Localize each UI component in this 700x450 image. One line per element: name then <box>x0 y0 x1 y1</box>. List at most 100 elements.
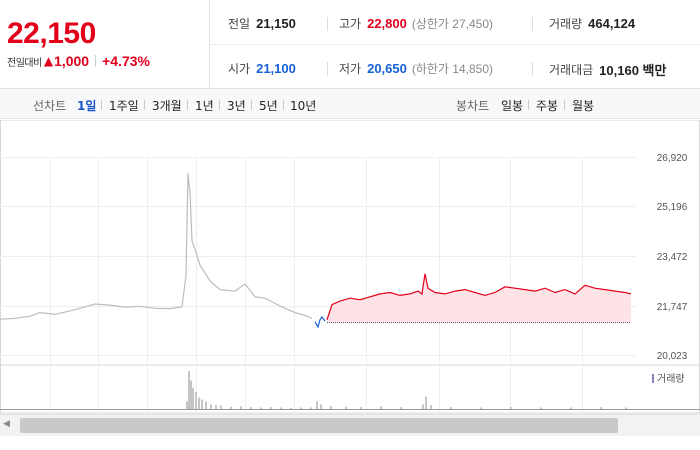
stat-value: 21,100 <box>256 61 296 76</box>
volume-bar <box>240 406 242 409</box>
volume-bar <box>316 401 318 409</box>
tab-daily-candle[interactable]: 일봉 <box>501 99 524 113</box>
stat-label: 시가 <box>228 62 251 76</box>
diff-value: 1,000 <box>54 53 90 69</box>
price-chart-svg: 26,920 25,196 23,472 21,747 20,023 거래량 <box>0 120 700 414</box>
lower-limit: (하한가 14,850) <box>411 62 494 76</box>
volume-bar <box>260 407 262 409</box>
volume-bar <box>210 404 212 409</box>
scroll-left-icon[interactable]: ◀ <box>3 419 10 429</box>
line-chart-label: 선차트 <box>33 99 67 113</box>
volume-bar <box>300 407 302 409</box>
tab-1y[interactable]: 1년 <box>195 99 214 113</box>
stat-label: 저가 <box>339 62 362 76</box>
volume-bar <box>198 397 200 409</box>
divider <box>144 100 145 110</box>
volume-bar <box>400 407 402 409</box>
stat-trade-amount: 거래대금 10,160 백만 <box>549 60 666 79</box>
upper-limit: (상한가 27,450) <box>411 17 494 31</box>
y-tick-label: 20,023 <box>657 351 688 362</box>
divider <box>187 100 188 110</box>
volume-bar <box>422 404 424 409</box>
divider <box>210 44 700 45</box>
tab-weekly-candle[interactable]: 주봉 <box>536 99 559 113</box>
volume-bar <box>220 405 222 409</box>
stat-label: 전일 <box>228 17 251 31</box>
stat-value: 20,650 <box>367 61 407 76</box>
divider <box>251 100 252 110</box>
volume-bar <box>380 406 382 409</box>
volume-bar <box>480 407 482 409</box>
price-box: 22,150 전일대비 ▲ 1,000 +4.73% <box>0 0 210 89</box>
y-tick-label: 23,472 <box>657 252 688 263</box>
history-price-line <box>0 173 313 320</box>
stat-label: 고가 <box>339 17 362 31</box>
scroll-thumb[interactable] <box>20 418 618 433</box>
chart-frame <box>0 120 700 414</box>
tab-5y[interactable]: 5년 <box>259 99 278 113</box>
volume-bar <box>215 405 217 409</box>
volume-bar <box>510 407 512 409</box>
volume-bar <box>330 406 332 409</box>
current-price: 22,150 <box>7 17 96 50</box>
stat-volume: 거래량 464,124 <box>549 15 635 32</box>
up-arrow-icon: ▲ <box>43 54 54 68</box>
volume-bar <box>425 396 427 409</box>
volume-bar <box>280 407 282 409</box>
down-price-line <box>314 315 326 329</box>
chart-period-tabs: 선차트 1일 1주일 3개월 1년 3년 5년 10년 봉차트 일봉 주봉 월봉 <box>0 89 700 119</box>
divider <box>532 62 533 76</box>
volume-bar <box>450 407 452 409</box>
volume-bar <box>186 401 188 409</box>
tab-3m[interactable]: 3개월 <box>152 99 182 113</box>
tab-3y[interactable]: 3년 <box>227 99 246 113</box>
today-price-line <box>326 273 632 320</box>
volume-bar <box>600 407 602 409</box>
tab-1d[interactable]: 1일 <box>77 99 97 113</box>
volume-bar <box>270 407 272 409</box>
tab-1w[interactable]: 1주일 <box>109 99 139 113</box>
stat-value: 10,160 백만 <box>599 63 667 78</box>
volume-bar <box>205 401 207 409</box>
divider <box>528 100 529 110</box>
quote-panel: 22,150 전일대비 ▲ 1,000 +4.73% 전일 21,150 고가 … <box>0 0 700 89</box>
diff-label: 전일대비 <box>7 57 42 69</box>
volume-bar <box>250 407 252 409</box>
volume-bar <box>570 407 572 409</box>
stat-high: 고가 22,800 (상한가 27,450) <box>339 15 493 32</box>
tab-10y[interactable]: 10년 <box>290 99 317 113</box>
divider <box>532 17 533 31</box>
volume-bar <box>290 407 292 409</box>
y-tick-label: 21,747 <box>657 302 688 313</box>
stat-low: 저가 20,650 (하한가 14,850) <box>339 60 493 77</box>
stat-label: 거래대금 <box>549 63 594 77</box>
volume-bar <box>188 371 190 409</box>
candle-chart-label: 봉차트 <box>456 99 490 113</box>
volume-bar <box>192 388 194 409</box>
divider <box>283 100 284 110</box>
volume-legend-swatch <box>652 374 654 383</box>
divider <box>327 17 328 31</box>
y-tick-label: 26,920 <box>657 153 688 164</box>
volume-bar <box>201 399 203 409</box>
volume-legend-label: 거래량 <box>657 373 685 385</box>
divider <box>101 100 102 110</box>
volume-bar <box>230 406 232 409</box>
stat-value: 21,150 <box>256 16 296 31</box>
tab-monthly-candle[interactable]: 월봉 <box>572 99 595 113</box>
today-area-fill <box>327 273 631 323</box>
stat-prev-close: 전일 21,150 <box>228 15 296 32</box>
stat-open: 시가 21,100 <box>228 60 296 77</box>
stat-value: 22,800 <box>367 16 407 31</box>
volume-bar <box>430 405 432 409</box>
price-change: 전일대비 ▲ 1,000 +4.73% <box>7 53 150 69</box>
volume-bar <box>540 407 542 409</box>
chart-scrollbar[interactable]: ◀ <box>0 414 700 436</box>
volume-bar <box>310 407 312 409</box>
volume-bar <box>320 404 322 409</box>
volume-bar <box>195 391 197 409</box>
volume-bar <box>625 407 627 409</box>
divider <box>564 100 565 110</box>
price-chart[interactable]: 26,920 25,196 23,472 21,747 20,023 거래량 <box>0 120 700 450</box>
y-tick-label: 25,196 <box>657 202 688 213</box>
